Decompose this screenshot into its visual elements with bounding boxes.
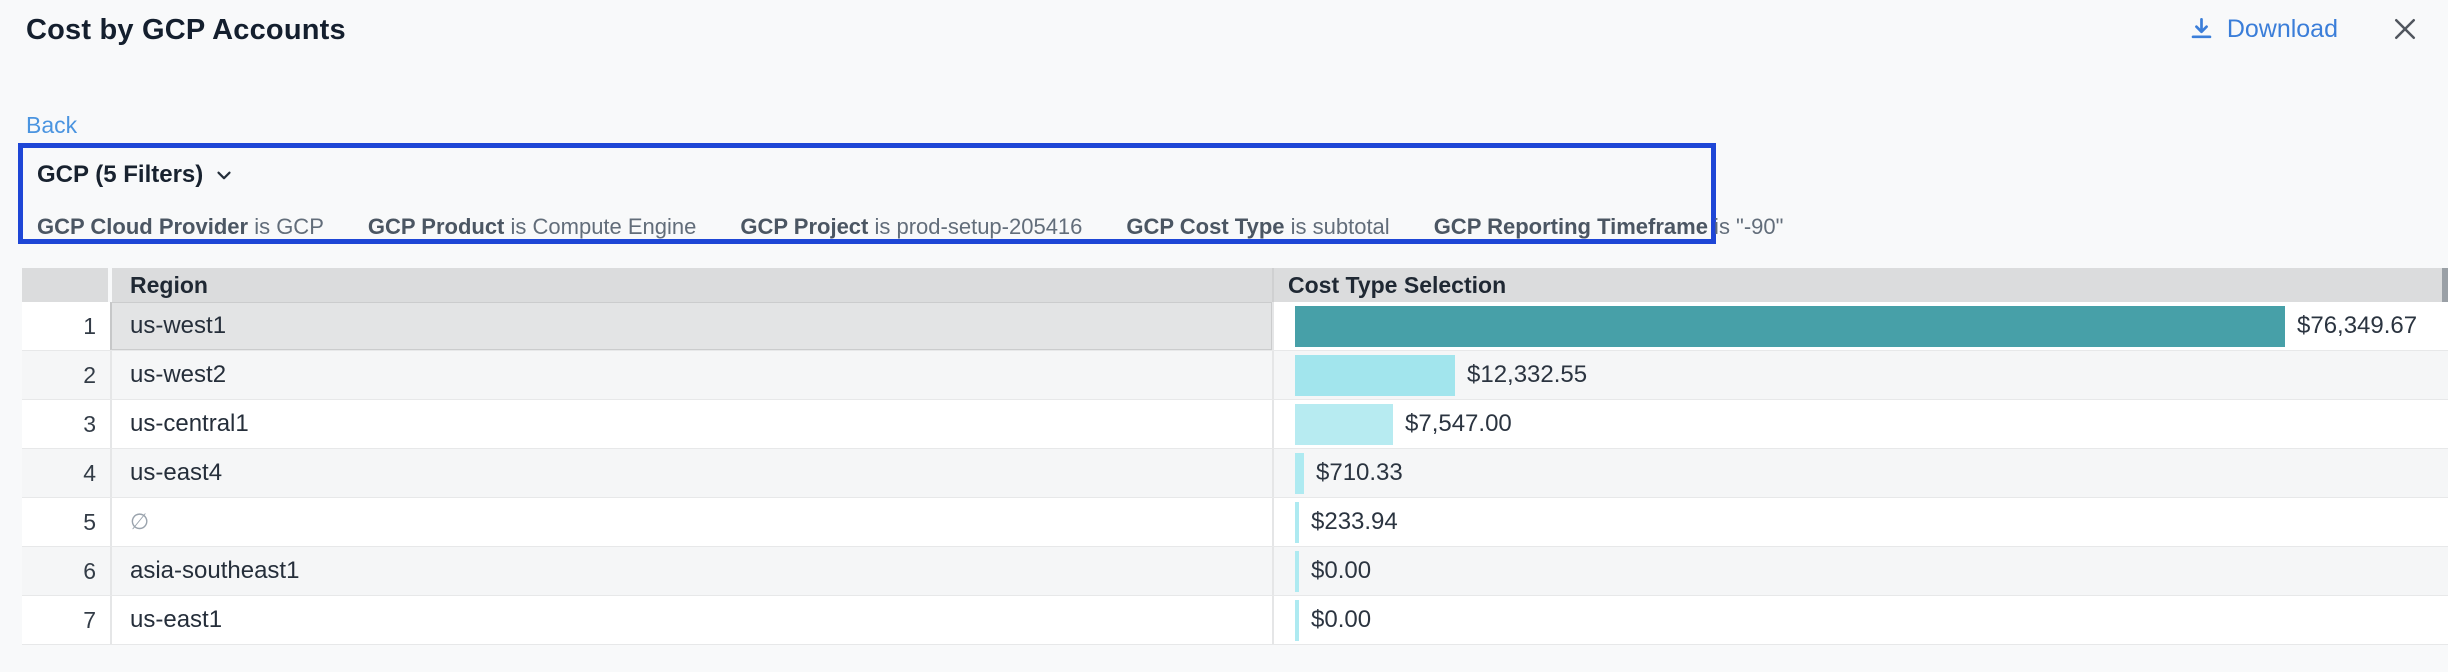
row-number: 6 xyxy=(22,547,110,595)
cost-by-gcp-accounts-panel: Cost by GCP Accounts Download Back GCP (… xyxy=(0,0,2448,672)
table-row[interactable]: 3us-central1 $7,547.00 xyxy=(22,400,2448,449)
bar-cell: $233.94 xyxy=(1272,498,2448,546)
region-cell[interactable]: us-east1 xyxy=(110,596,1272,644)
filter-condition: is Compute Engine xyxy=(504,214,696,239)
bar-cell: $0.00 xyxy=(1272,547,2448,595)
table-row[interactable]: 5∅ $233.94 xyxy=(22,498,2448,547)
region-column-header: Region xyxy=(112,268,1272,302)
cost-bar[interactable] xyxy=(1295,453,1304,494)
cost-value: $0.00 xyxy=(1311,606,1371,634)
scrollbar-thumb[interactable] xyxy=(2442,268,2448,302)
filter-item: GCP Cost Type is subtotal xyxy=(1126,214,1389,240)
row-number: 1 xyxy=(22,302,110,350)
download-button[interactable]: Download xyxy=(2188,15,2338,44)
cost-bar[interactable] xyxy=(1295,600,1299,641)
cost-value: $233.94 xyxy=(1311,508,1398,536)
filter-item: GCP Cloud Provider is GCP xyxy=(37,214,324,240)
filter-condition: is GCP xyxy=(248,214,324,239)
filter-item: GCP Product is Compute Engine xyxy=(368,214,697,240)
region-cell[interactable]: us-west1 xyxy=(110,302,1272,350)
filter-condition: is subtotal xyxy=(1285,214,1390,239)
filter-name: GCP Reporting Timeframe xyxy=(1434,214,1708,239)
cost-bar[interactable] xyxy=(1295,306,2285,347)
bar-cell: $12,332.55 xyxy=(1272,351,2448,399)
filter-name: GCP Product xyxy=(368,214,505,239)
cost-bar[interactable] xyxy=(1295,502,1299,543)
back-link[interactable]: Back xyxy=(26,112,77,139)
download-label: Download xyxy=(2227,15,2338,44)
table-body: 1us-west1$76,349.672us-west2$12,332.553u… xyxy=(22,302,2448,645)
close-icon[interactable] xyxy=(2390,14,2420,44)
download-icon xyxy=(2188,16,2215,43)
region-cell[interactable]: ∅ xyxy=(110,498,1272,546)
filter-item: GCP Reporting Timeframe is "-90" xyxy=(1434,214,1784,240)
table-row[interactable]: 4us-east4 $710.33 xyxy=(22,449,2448,498)
filter-name: GCP Project xyxy=(740,214,868,239)
bar-cell: $76,349.67 xyxy=(1272,302,2448,350)
region-cell[interactable]: asia-southeast1 xyxy=(110,547,1272,595)
cost-value: $0.00 xyxy=(1311,557,1371,585)
table-row[interactable]: 1us-west1 $76,349.67 xyxy=(22,302,2448,351)
filter-condition: is "-90" xyxy=(1708,214,1784,239)
cost-value: $76,349.67 xyxy=(2297,312,2417,340)
table-row[interactable]: 7us-east1 $0.00 xyxy=(22,596,2448,645)
cost-value: $710.33 xyxy=(1316,459,1403,487)
table-header-row: Region Cost Type Selection xyxy=(22,268,2448,302)
cost-table: Region Cost Type Selection 1us-west1 $76,… xyxy=(22,268,2448,645)
row-number-column-header xyxy=(22,268,108,302)
filter-item: GCP Project is prod-setup-205416 xyxy=(740,214,1082,240)
region-cell[interactable]: us-central1 xyxy=(110,400,1272,448)
region-cell[interactable]: us-west2 xyxy=(110,351,1272,399)
cost-bar[interactable] xyxy=(1295,404,1393,445)
bar-cell: $7,547.00 xyxy=(1272,400,2448,448)
bar-cell: $710.33 xyxy=(1272,449,2448,497)
chevron-down-icon xyxy=(213,164,235,186)
cost-value: $7,547.00 xyxy=(1405,410,1512,438)
row-number: 5 xyxy=(22,498,110,546)
row-number: 7 xyxy=(22,596,110,644)
table-row[interactable]: 6asia-southeast1 $0.00 xyxy=(22,547,2448,596)
table-row[interactable]: 2us-west2 $12,332.55 xyxy=(22,351,2448,400)
cost-bar[interactable] xyxy=(1295,551,1299,592)
row-number: 4 xyxy=(22,449,110,497)
filter-name: GCP Cost Type xyxy=(1126,214,1284,239)
filter-summary-label: GCP (5 Filters) xyxy=(37,161,203,189)
filter-panel: GCP (5 Filters) GCP Cloud Provider is GC… xyxy=(18,143,1716,244)
filter-condition: is prod-setup-205416 xyxy=(868,214,1082,239)
cost-type-selection-column-header: Cost Type Selection xyxy=(1272,268,2448,302)
region-cell[interactable]: us-east4 xyxy=(110,449,1272,497)
cost-bar[interactable] xyxy=(1295,355,1455,396)
filter-name: GCP Cloud Provider xyxy=(37,214,248,239)
row-number: 3 xyxy=(22,400,110,448)
bar-cell: $0.00 xyxy=(1272,596,2448,644)
cost-value: $12,332.55 xyxy=(1467,361,1587,389)
top-actions: Download xyxy=(2188,14,2420,44)
filter-summary-dropdown[interactable]: GCP (5 Filters) xyxy=(37,161,235,189)
page-title: Cost by GCP Accounts xyxy=(26,14,346,47)
filter-list: GCP Cloud Provider is GCP GCP Product is … xyxy=(37,214,1783,240)
row-number: 2 xyxy=(22,351,110,399)
